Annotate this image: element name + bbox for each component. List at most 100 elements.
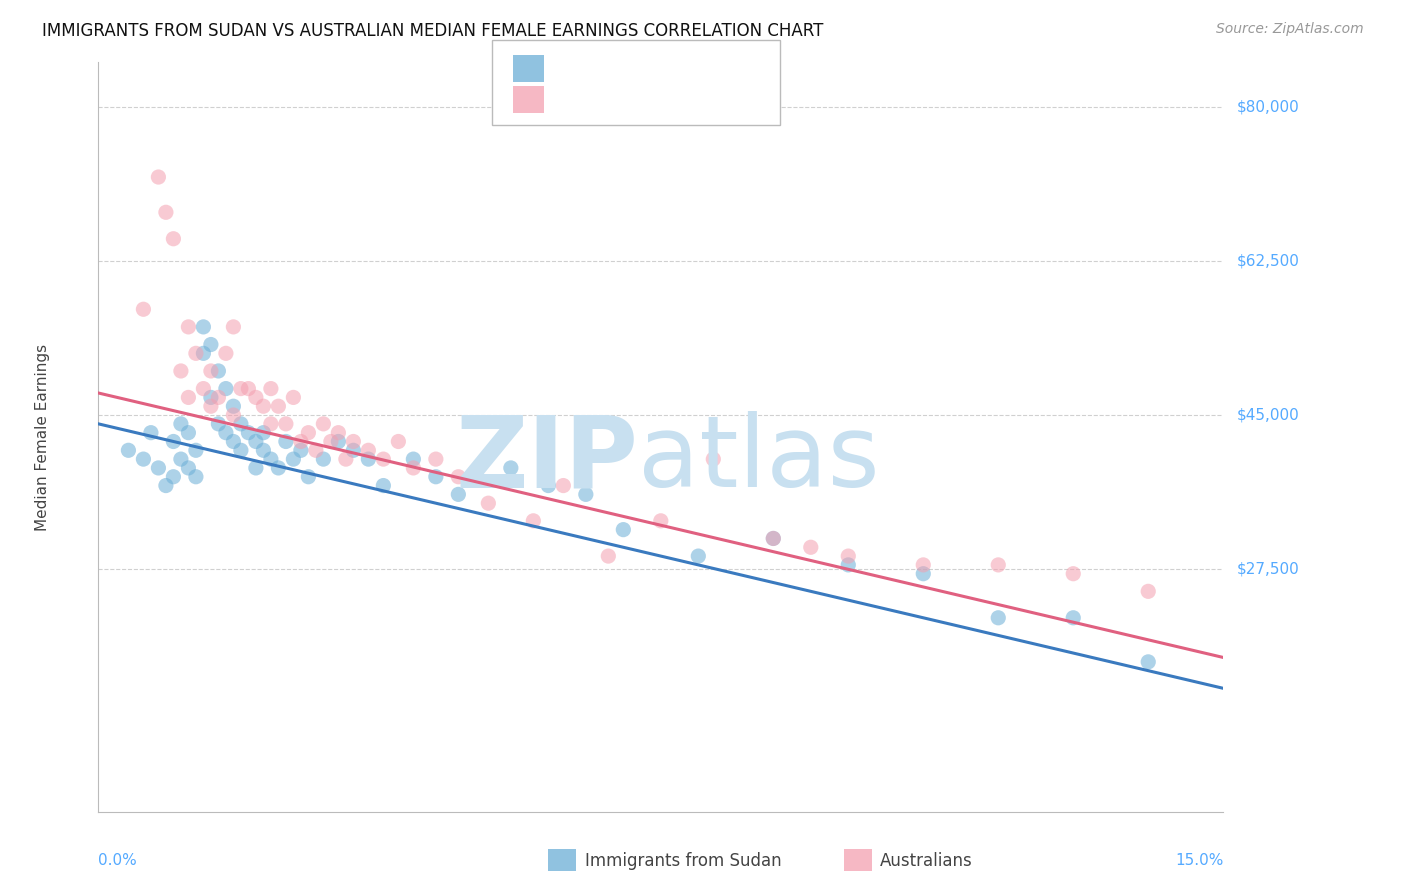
- Point: [215, 346, 238, 360]
- Point: [402, 461, 425, 475]
- Point: [297, 425, 319, 440]
- Point: [252, 443, 274, 458]
- Point: [650, 514, 672, 528]
- Point: [688, 549, 710, 563]
- Point: [193, 319, 215, 334]
- Text: atlas: atlas: [638, 411, 880, 508]
- Point: [200, 337, 222, 351]
- Text: 0.0%: 0.0%: [98, 853, 138, 868]
- Point: [912, 558, 935, 572]
- Point: [373, 452, 395, 467]
- Point: [245, 391, 267, 405]
- Point: [762, 532, 785, 546]
- Point: [290, 434, 312, 449]
- Point: [215, 425, 238, 440]
- Point: [200, 391, 222, 405]
- Text: R = −0.483    N = 51: R = −0.483 N = 51: [555, 90, 747, 108]
- Text: Source: ZipAtlas.com: Source: ZipAtlas.com: [1216, 22, 1364, 37]
- Point: [215, 382, 238, 396]
- Point: [222, 408, 245, 422]
- Point: [447, 469, 470, 483]
- Point: [184, 346, 207, 360]
- Point: [1137, 655, 1160, 669]
- Point: [177, 319, 200, 334]
- Point: [297, 469, 319, 483]
- Point: [260, 452, 283, 467]
- Point: [222, 319, 245, 334]
- Point: [477, 496, 499, 510]
- Point: [229, 382, 252, 396]
- Point: [132, 302, 155, 317]
- Point: [800, 541, 823, 555]
- Point: [312, 452, 335, 467]
- Point: [912, 566, 935, 581]
- Text: Australians: Australians: [880, 852, 973, 870]
- Point: [184, 443, 207, 458]
- Point: [575, 487, 598, 501]
- Point: [402, 452, 425, 467]
- Point: [987, 611, 1010, 625]
- Point: [1062, 566, 1084, 581]
- Point: [238, 425, 260, 440]
- Point: [283, 452, 305, 467]
- Point: [238, 382, 260, 396]
- Point: [274, 434, 297, 449]
- Point: [425, 469, 447, 483]
- Point: [245, 434, 267, 449]
- Point: [762, 532, 785, 546]
- Point: [193, 346, 215, 360]
- Text: Immigrants from Sudan: Immigrants from Sudan: [585, 852, 782, 870]
- Point: [155, 478, 177, 492]
- Point: [222, 399, 245, 413]
- Point: [274, 417, 297, 431]
- Point: [319, 434, 342, 449]
- Point: [229, 417, 252, 431]
- Point: [200, 364, 222, 378]
- Text: $80,000: $80,000: [1237, 99, 1301, 114]
- Point: [342, 434, 364, 449]
- Point: [117, 443, 139, 458]
- Text: ZIP: ZIP: [456, 411, 638, 508]
- Point: [499, 461, 522, 475]
- Point: [837, 549, 859, 563]
- Point: [837, 558, 859, 572]
- Point: [170, 452, 193, 467]
- Point: [987, 558, 1010, 572]
- Point: [177, 425, 200, 440]
- Point: [200, 399, 222, 413]
- Point: [252, 399, 274, 413]
- Point: [162, 232, 184, 246]
- Point: [702, 452, 724, 467]
- Point: [598, 549, 620, 563]
- Point: [229, 443, 252, 458]
- Text: $45,000: $45,000: [1237, 408, 1301, 423]
- Point: [342, 443, 364, 458]
- Point: [612, 523, 634, 537]
- Point: [132, 452, 155, 467]
- Point: [260, 382, 283, 396]
- Point: [267, 461, 290, 475]
- Point: [193, 382, 215, 396]
- Point: [170, 417, 193, 431]
- Text: 15.0%: 15.0%: [1175, 853, 1223, 868]
- Point: [1062, 611, 1084, 625]
- Text: $62,500: $62,500: [1237, 253, 1301, 268]
- Point: [162, 469, 184, 483]
- Point: [357, 452, 380, 467]
- Point: [139, 425, 162, 440]
- Point: [283, 391, 305, 405]
- Point: [267, 399, 290, 413]
- Point: [177, 461, 200, 475]
- Text: Median Female Earnings: Median Female Earnings: [35, 343, 49, 531]
- Point: [312, 417, 335, 431]
- Point: [373, 478, 395, 492]
- Point: [1137, 584, 1160, 599]
- Point: [425, 452, 447, 467]
- Point: [335, 452, 357, 467]
- Point: [148, 169, 170, 184]
- Point: [184, 469, 207, 483]
- Point: [305, 443, 328, 458]
- Point: [148, 461, 170, 475]
- Point: [553, 478, 575, 492]
- Point: [162, 434, 184, 449]
